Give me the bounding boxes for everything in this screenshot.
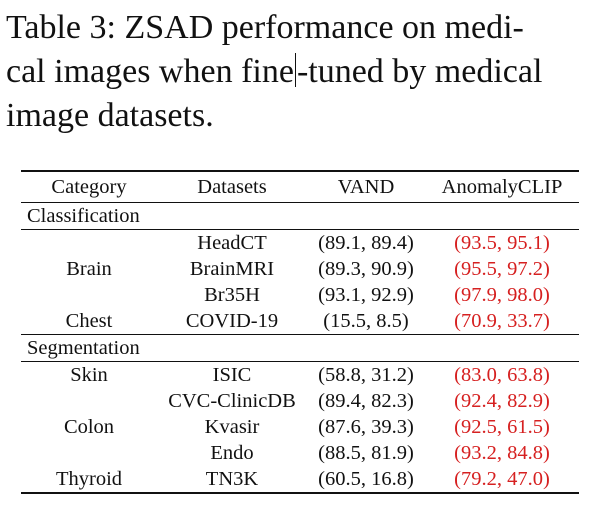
header-anomalyclip: AnomalyCLIP — [441, 176, 563, 198]
row-category: Chest — [65, 310, 113, 332]
row-dataset: BrainMRI — [189, 258, 275, 280]
row-vand-value: (89.3, 90.9) — [318, 258, 414, 280]
row-vand-value: (58.8, 31.2) — [318, 364, 414, 386]
caption-line-2: cal images when fine-tuned by medical — [6, 50, 598, 94]
row-vand-value: (60.5, 16.8) — [318, 468, 414, 490]
caption-line-2-end: -tuned by medical — [296, 53, 543, 90]
row-vand-value: (87.6, 39.3) — [318, 416, 414, 438]
table-row: Chest COVID-19 (15.5, 8.5) (70.9, 33.7) — [21, 308, 579, 334]
row-anomalyclip-value: (93.5, 95.1) — [454, 232, 550, 254]
row-anomalyclip-value: (95.5, 97.2) — [454, 258, 550, 280]
header-category: Category — [51, 176, 127, 198]
row-category: Brain — [66, 258, 112, 280]
row-dataset: CVC-ClinicDB — [168, 390, 296, 412]
row-anomalyclip-value: (83.0, 63.8) — [454, 364, 550, 386]
table-row: Colon Kvasir (87.6, 39.3) (92.5, 61.5) — [21, 414, 579, 440]
row-vand-value: (15.5, 8.5) — [323, 310, 409, 332]
row-vand-value: (88.5, 81.9) — [318, 442, 414, 464]
caption-line-3: image datasets. — [6, 97, 214, 134]
table-row: CVC-ClinicDB (89.4, 82.3) (92.4, 82.9) — [21, 388, 579, 414]
section-divider-rule — [21, 334, 579, 335]
table-row: Endo (88.5, 81.9) (93.2, 84.8) — [21, 440, 579, 466]
row-dataset: ISIC — [212, 364, 252, 386]
table-row: Skin ISIC (58.8, 31.2) (83.0, 63.8) — [21, 362, 579, 388]
row-anomalyclip-value: (79.2, 47.0) — [454, 468, 550, 490]
table-row: HeadCT (89.1, 89.4) (93.5, 95.1) — [21, 230, 579, 256]
table-top-rule — [21, 170, 579, 172]
row-dataset: TN3K — [205, 468, 259, 490]
row-anomalyclip-value: (92.5, 61.5) — [454, 416, 550, 438]
row-category: Skin — [70, 364, 108, 386]
table-bottom-rule — [21, 492, 579, 494]
header-rule — [21, 202, 579, 203]
table-row: Br35H (93.1, 92.9) (97.9, 98.0) — [21, 282, 579, 308]
table-header-row: Category Datasets VAND AnomalyCLIP — [21, 172, 579, 202]
row-dataset: COVID-19 — [185, 310, 279, 332]
section-label-row: Segmentation — [21, 335, 579, 361]
row-vand-value: (89.4, 82.3) — [318, 390, 414, 412]
section-rule — [21, 229, 579, 230]
section-classification-label: Classification — [27, 205, 140, 227]
text-cursor — [294, 53, 296, 87]
row-vand-value: (89.1, 89.4) — [318, 232, 414, 254]
section-rule — [21, 361, 579, 362]
header-vand: VAND — [337, 176, 395, 198]
row-dataset: Br35H — [204, 284, 260, 306]
row-category: Colon — [63, 416, 115, 438]
row-vand-value: (93.1, 92.9) — [318, 284, 414, 306]
section-segmentation-label: Segmentation — [27, 337, 140, 359]
caption-line-2-start: cal images when fine — [6, 53, 294, 90]
table-caption: Table 3: ZSAD performance on medi- cal i… — [6, 6, 598, 138]
caption-line-1: Table 3: ZSAD performance on medi- — [6, 9, 524, 46]
row-dataset: HeadCT — [197, 232, 267, 254]
row-anomalyclip-value: (97.9, 98.0) — [454, 284, 550, 306]
row-dataset: Endo — [210, 442, 254, 464]
table-row: Brain BrainMRI (89.3, 90.9) (95.5, 97.2) — [21, 256, 579, 282]
section-label-row: Classification — [21, 203, 579, 229]
row-dataset: Kvasir — [204, 416, 260, 438]
header-datasets: Datasets — [197, 176, 267, 198]
row-category: Thyroid — [55, 468, 123, 490]
table-row: Thyroid TN3K (60.5, 16.8) (79.2, 47.0) — [21, 466, 579, 492]
row-anomalyclip-value: (93.2, 84.8) — [454, 442, 550, 464]
row-anomalyclip-value: (70.9, 33.7) — [454, 310, 550, 332]
row-anomalyclip-value: (92.4, 82.9) — [454, 390, 550, 412]
results-table: Category Datasets VAND AnomalyCLIP Class… — [21, 170, 579, 494]
